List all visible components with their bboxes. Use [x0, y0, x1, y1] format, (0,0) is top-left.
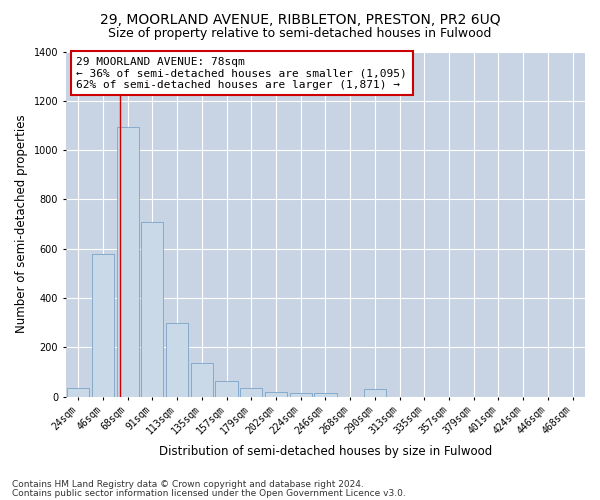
Bar: [290, 393, 312, 396]
Bar: [265, 392, 287, 396]
Text: Contains HM Land Registry data © Crown copyright and database right 2024.: Contains HM Land Registry data © Crown c…: [12, 480, 364, 489]
Bar: [92, 254, 114, 396]
Bar: [314, 393, 337, 396]
Bar: [364, 389, 386, 396]
Bar: [141, 222, 163, 396]
X-axis label: Distribution of semi-detached houses by size in Fulwood: Distribution of semi-detached houses by …: [159, 444, 492, 458]
Text: 29, MOORLAND AVENUE, RIBBLETON, PRESTON, PR2 6UQ: 29, MOORLAND AVENUE, RIBBLETON, PRESTON,…: [100, 12, 500, 26]
Bar: [215, 380, 238, 396]
Bar: [191, 364, 213, 396]
Bar: [166, 322, 188, 396]
Bar: [240, 388, 262, 396]
Text: Size of property relative to semi-detached houses in Fulwood: Size of property relative to semi-detach…: [109, 28, 491, 40]
Text: 29 MOORLAND AVENUE: 78sqm
← 36% of semi-detached houses are smaller (1,095)
62% : 29 MOORLAND AVENUE: 78sqm ← 36% of semi-…: [76, 56, 407, 90]
Y-axis label: Number of semi-detached properties: Number of semi-detached properties: [15, 114, 28, 334]
Bar: [116, 126, 139, 396]
Text: Contains public sector information licensed under the Open Government Licence v3: Contains public sector information licen…: [12, 488, 406, 498]
Bar: [67, 388, 89, 396]
